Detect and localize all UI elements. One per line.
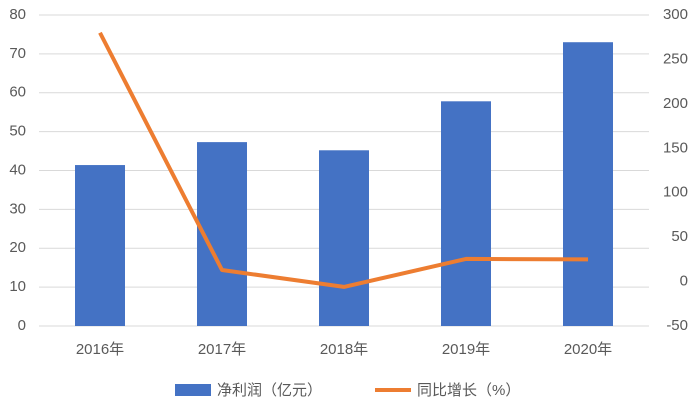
y2-tick-label: 200 xyxy=(663,95,688,112)
y2-tick-label: 50 xyxy=(671,228,688,245)
y-tick-label: 0 xyxy=(18,317,26,334)
y2-tick-label: 150 xyxy=(663,139,688,156)
bar xyxy=(563,42,613,327)
y-tick-label: 50 xyxy=(9,123,26,140)
y2-tick-label: 0 xyxy=(680,273,688,290)
bar xyxy=(75,165,125,326)
line xyxy=(98,31,589,289)
y2-tick-label: 100 xyxy=(663,184,688,201)
y-tick-label: 70 xyxy=(9,45,26,62)
x-tick-label: 2020年 xyxy=(564,341,612,358)
x-tick-label: 2016年 xyxy=(76,341,124,358)
bar xyxy=(319,150,369,326)
y2-tick-label: -50 xyxy=(666,317,688,334)
y2-tick-label: 250 xyxy=(663,50,688,67)
x-tick-label: 2017年 xyxy=(198,341,246,358)
y-tick-label: 10 xyxy=(9,278,26,295)
y2-tick-label: 300 xyxy=(663,6,688,23)
y-tick-label: 40 xyxy=(9,161,26,178)
y-tick-label: 20 xyxy=(9,239,26,256)
x-tick-label: 2019年 xyxy=(442,341,490,358)
y-tick-label: 60 xyxy=(9,84,26,101)
y-tick-label: 30 xyxy=(9,200,26,217)
y-tick-label: 80 xyxy=(9,6,26,23)
legend-label: 净利润（亿元） xyxy=(217,382,322,399)
x-tick-label: 2018年 xyxy=(320,341,368,358)
legend-marker xyxy=(175,384,211,396)
bar xyxy=(441,101,491,327)
legend-label: 同比增长（%） xyxy=(417,382,520,399)
